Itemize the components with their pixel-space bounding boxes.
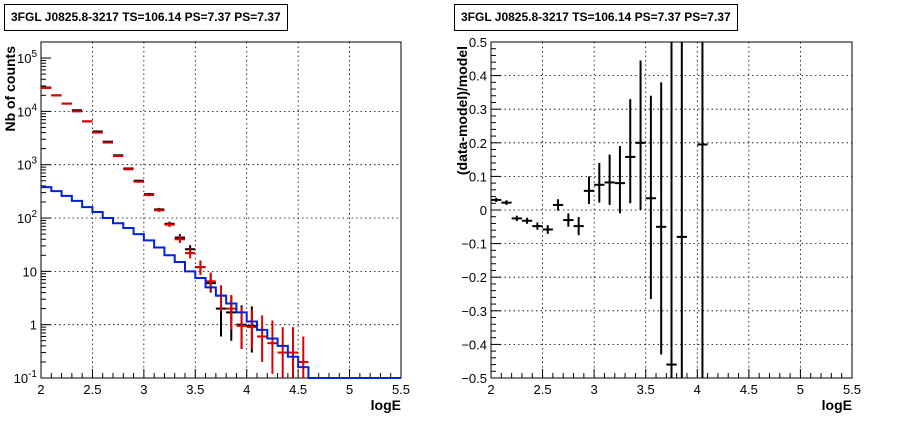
right-y-tick-label: −0.5 [461, 371, 487, 386]
right-x-tick-label: 3.5 [637, 382, 655, 397]
right-x-tick-label: 2.5 [534, 382, 552, 397]
left-y-tick-label: 104 [17, 102, 37, 119]
left-y-tick-label: 10-1 [14, 369, 38, 386]
left-x-tick-label: 5.5 [392, 382, 410, 397]
right-y-tick-label: −0.1 [461, 237, 487, 252]
right-x-tick-label: 3 [591, 382, 598, 397]
left-model-step-line [41, 186, 401, 379]
right-y-tick-label: 0.5 [469, 35, 487, 50]
left-x-tick-label: 4 [243, 382, 250, 397]
right-y-tick-label: −0.3 [461, 304, 487, 319]
right-y-tick-label: −0.4 [461, 337, 487, 352]
right-x-tick-label: 5 [797, 382, 804, 397]
left-x-tick-label: 4.5 [289, 382, 307, 397]
right-y-tick-label: 0 [480, 203, 487, 218]
left-y-tick-label: 105 [17, 49, 37, 66]
right-x-tick-label: 4.5 [740, 382, 758, 397]
left-x-tick-label: 3.5 [186, 382, 204, 397]
right-y-axis-label: (data-model)/model [454, 46, 470, 175]
right-y-tick-label: −0.2 [461, 270, 487, 285]
left-y-tick-label: 103 [17, 156, 37, 173]
right-y-tick-label: 0.3 [469, 102, 487, 117]
right-y-tick-label: 0.1 [469, 169, 487, 184]
left-x-axis-label: logE [371, 397, 401, 413]
left-x-tick-label: 2 [37, 382, 44, 397]
right-y-tick-label: 0.4 [469, 69, 487, 84]
left-x-tick-label: 5 [346, 382, 353, 397]
right-x-tick-label: 4 [694, 382, 701, 397]
right-x-tick-label: 5.5 [843, 382, 861, 397]
left-y-tick-label: 1 [30, 318, 37, 333]
left-y-tick-label: 102 [17, 209, 37, 226]
right-x-tick-label: 2 [487, 382, 494, 397]
right-y-tick-label: 0.2 [469, 136, 487, 151]
right-chart-title: 3FGL J0825.8-3217 TS=106.14 PS=7.37 PS=7… [454, 4, 738, 31]
right-x-axis-label: logE [822, 397, 852, 413]
left-y-tick-label: 10 [23, 264, 37, 279]
left-x-tick-label: 2.5 [83, 382, 101, 397]
left-y-axis-label: Nb of counts [2, 46, 18, 132]
left-x-tick-label: 3 [140, 382, 147, 397]
left-chart-title: 3FGL J0825.8-3217 TS=106.14 PS=7.37 PS=7… [4, 4, 288, 31]
